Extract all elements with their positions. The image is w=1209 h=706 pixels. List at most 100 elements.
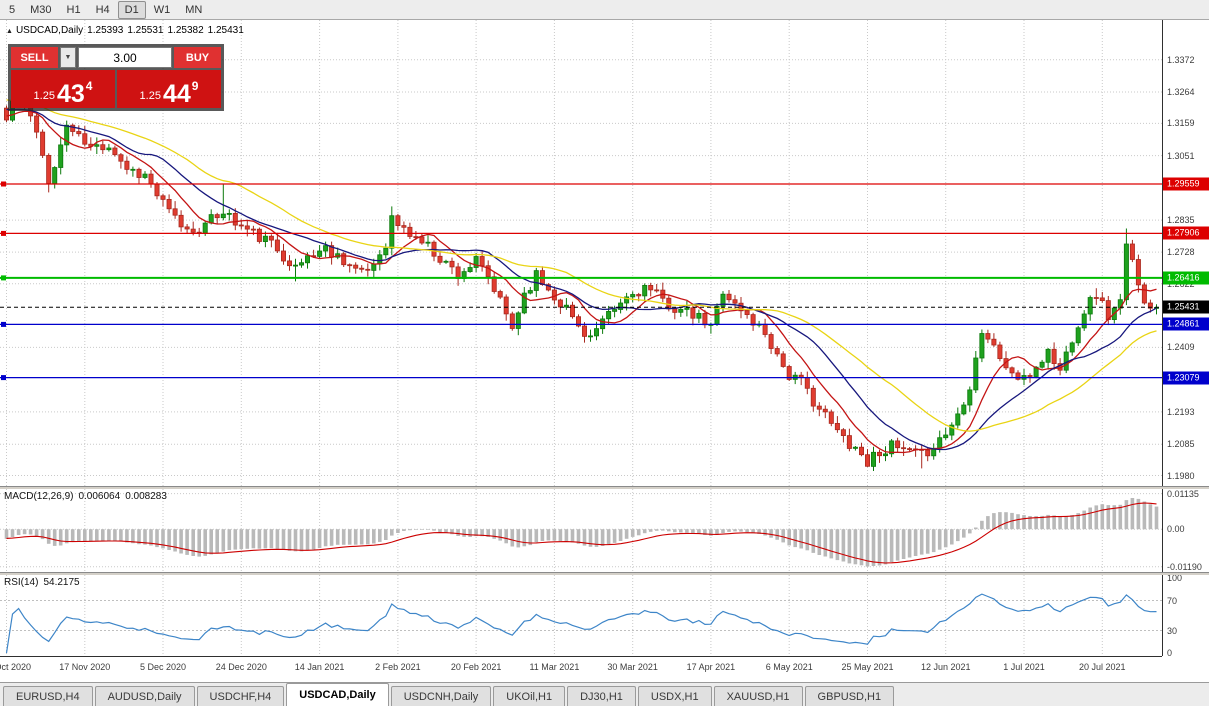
- symbol-label: USDCAD,Daily: [15, 25, 84, 36]
- price-tick: 1.3264: [1167, 86, 1195, 97]
- price-tick: 1.3051: [1167, 150, 1195, 161]
- chart-tab-usdcnh-daily[interactable]: USDCNH,Daily: [390, 686, 492, 706]
- macd-indicator-label: MACD(12,26,9) 0.006064 0.008283: [4, 491, 172, 502]
- price-tick: 1.2409: [1167, 342, 1195, 353]
- rsi-indicator-label: RSI(14) 54.2175: [4, 577, 85, 588]
- buy-price-big: 44: [162, 80, 191, 108]
- close-value: 1.25431: [207, 25, 244, 36]
- buy-button[interactable]: BUY: [174, 47, 221, 68]
- chart-tab-xauusd-h1[interactable]: XAUUSD,H1: [713, 686, 803, 706]
- timeframe-button-5[interactable]: 5: [9, 3, 16, 16]
- price-tick: 1.3372: [1167, 54, 1195, 65]
- open-value: 1.25393: [87, 25, 124, 36]
- timeframe-button-w1[interactable]: W1: [153, 3, 171, 16]
- chart-tab-audusd-daily[interactable]: AUDUSD,Daily: [94, 686, 195, 706]
- price-axis[interactable]: 1.3372 1.3264 1.3159 1.3051 1.2835 1.2728 1.26…: [1162, 20, 1209, 658]
- date-label: 5 Dec 2020: [140, 662, 187, 672]
- chart-tab-usdchf-h4[interactable]: USDCHF,H4: [196, 686, 285, 706]
- timeframe-button-h4[interactable]: H4: [95, 3, 110, 16]
- rsi-name: RSI(14): [4, 577, 39, 588]
- date-label: 2 Feb 2021: [375, 662, 421, 672]
- ma-line-0: [6, 110, 1157, 454]
- volume-input[interactable]: [78, 47, 172, 68]
- macd-tick: 0.00: [1167, 524, 1185, 535]
- macd-histogram: [4, 498, 1159, 567]
- price-tick: 1.2835: [1167, 215, 1195, 226]
- buy-price-sup: 9: [191, 79, 199, 93]
- date-label: 25 May 2021: [841, 662, 894, 672]
- date-label: 1 Jul 2021: [1003, 662, 1045, 672]
- chart-tab-ukoil-h1[interactable]: UKOil,H1: [493, 686, 566, 706]
- volume-dropdown-icon[interactable]: ▼: [60, 47, 76, 68]
- low-value: 1.25382: [167, 25, 204, 36]
- price-tick: 1.3159: [1167, 118, 1195, 129]
- date-label: 20 Jul 2021: [1079, 662, 1126, 672]
- sell-price-prefix: 1.25: [33, 90, 55, 102]
- pane-divider[interactable]: [0, 486, 1209, 489]
- sell-button[interactable]: SELL: [11, 47, 58, 68]
- macd-main-value: 0.006064: [78, 491, 121, 502]
- timeframe-toolbar: 5 M30 H1 H4 D1 W1 MN: [0, 0, 1209, 20]
- chart-window-tabs: EURUSD,H4 AUDUSD,Daily USDCHF,H4 USDCAD,Dai…: [0, 682, 1209, 706]
- one-click-trading-panel: SELL ▼ BUY 1.25 43 4 1.25 44 9: [8, 44, 224, 111]
- time-axis[interactable]: 29 Oct 2020 17 Nov 2020 5 Dec 2020 24 Dec 2…: [0, 656, 1162, 682]
- rsi-svg: [0, 575, 1162, 656]
- date-label: 17 Apr 2021: [686, 662, 736, 672]
- hline-price-badge: 1.23079: [1163, 371, 1209, 385]
- chart-tab-gbpusd-h1[interactable]: GBPUSD,H1: [804, 686, 895, 706]
- price-tick: 1.1980: [1167, 470, 1195, 481]
- rsi-tick: 30: [1167, 625, 1178, 636]
- sell-price-box[interactable]: 1.25 43 4: [11, 70, 115, 108]
- rsi-tick: 70: [1167, 595, 1178, 606]
- high-value: 1.25531: [127, 25, 164, 36]
- chart-ohlc-header: ▲ USDCAD,Daily 1.25393 1.25531 1.25382 1.2543…: [6, 25, 248, 36]
- rsi-tick: 100: [1167, 573, 1183, 583]
- sell-price-sup: 4: [85, 79, 93, 93]
- pane-divider[interactable]: [0, 572, 1209, 575]
- rsi-line: [5, 593, 1157, 654]
- date-label: 12 Jun 2021: [920, 662, 971, 672]
- buy-price-prefix: 1.25: [139, 90, 161, 102]
- price-tick: 1.2193: [1167, 406, 1195, 417]
- main-chart-svg: [0, 20, 1162, 486]
- ma-line-2: [6, 99, 1157, 432]
- date-label: 11 Mar 2021: [529, 662, 580, 672]
- timeframe-button-d1[interactable]: D1: [117, 0, 146, 19]
- hline-price-badge: 1.27906: [1163, 226, 1209, 240]
- candles-layer: [4, 88, 1160, 471]
- chart-tab-usdx-h1[interactable]: USDX,H1: [637, 686, 712, 706]
- collapse-panel-icon[interactable]: ▲: [6, 28, 13, 35]
- date-label: 17 Nov 2020: [59, 662, 111, 672]
- chart-tab-eurusd-h4[interactable]: EURUSD,H4: [3, 686, 93, 706]
- timeframe-button-h1[interactable]: H1: [66, 3, 81, 16]
- price-tick: 1.2728: [1167, 247, 1195, 258]
- date-label: 24 Dec 2020: [215, 662, 267, 672]
- macd-svg: [0, 489, 1162, 572]
- horizontal-lines-layer: [0, 181, 1162, 381]
- rsi-value: 54.2175: [43, 577, 80, 588]
- timeframe-button-m30[interactable]: M30: [30, 3, 52, 16]
- rsi-tick: 0: [1167, 648, 1173, 658]
- macd-name: MACD(12,26,9): [4, 491, 74, 502]
- date-label: 29 Oct 2020: [0, 662, 32, 672]
- hline-price-badge: 1.29559: [1163, 177, 1209, 191]
- rsi-grid: [0, 575, 1162, 656]
- chart-tab-dj30-h1[interactable]: DJ30,H1: [567, 686, 636, 706]
- price-tick: 1.2085: [1167, 439, 1195, 450]
- hline-price-badge: 1.26416: [1163, 271, 1209, 285]
- macd-pane: [0, 489, 1162, 572]
- macd-tick: 0.01135: [1167, 488, 1199, 499]
- buy-price-box[interactable]: 1.25 44 9: [117, 70, 221, 108]
- macd-tick: -0.01190: [1167, 561, 1202, 572]
- timeframe-button-mn[interactable]: MN: [185, 3, 203, 16]
- macd-signal-line: [6, 502, 1157, 564]
- date-label: 30 Mar 2021: [607, 662, 658, 672]
- date-label: 6 May 2021: [765, 662, 813, 672]
- chart-tab-usdcad-daily[interactable]: USDCAD,Daily: [286, 683, 389, 706]
- ma-line-1: [6, 108, 1157, 451]
- hline-price-badge: 1.24861: [1163, 317, 1209, 331]
- macd-signal-value: 0.008283: [125, 491, 167, 502]
- bid-price-badge: 1.25431: [1163, 300, 1209, 314]
- sell-price-big: 43: [56, 80, 85, 108]
